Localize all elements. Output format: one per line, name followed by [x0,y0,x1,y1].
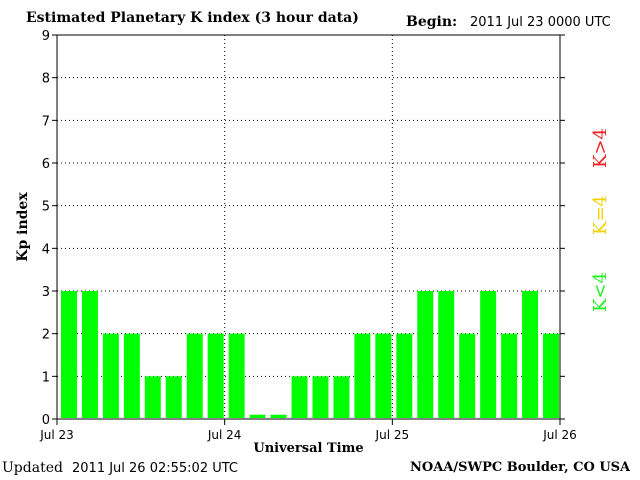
x-tick-label: Jul 24 [207,428,242,442]
y-tick-label: 5 [42,200,50,215]
kp-bar [459,333,476,418]
x-tick-label: Jul 23 [39,428,74,442]
chart-title: Estimated Planetary K index (3 hour data… [26,10,359,26]
kp-bar [354,333,371,418]
updated-label: Updated [2,460,63,476]
kp-bar [417,291,434,418]
kp-bar [522,291,539,418]
kp-bar [228,333,245,418]
kp-bar [375,333,392,418]
kp-bar [207,333,224,418]
y-tick-label: 4 [42,242,50,257]
kp-bar [291,376,308,418]
kp-bar [396,333,413,418]
kp-bar [123,333,140,418]
y-tick-label: 1 [42,370,50,385]
plot-frame [56,34,561,420]
kp-bar [501,333,518,418]
kp-bar [480,291,497,418]
kp-bar [144,376,161,418]
updated-value: 2011 Jul 26 02:55:02 UTC [72,461,238,476]
kp-bar [61,291,77,418]
kp-bar [102,333,119,418]
kp-bar [312,376,329,418]
credit-text: NOAA/SWPC Boulder, CO USA [410,460,631,475]
kp-bar [438,291,455,418]
legend-item: K<4 [590,272,611,312]
y-tick-label: 3 [42,285,50,300]
legend-item: K>4 [590,128,611,168]
kp-bar [270,414,287,418]
y-tick-label: 2 [42,328,50,343]
legend-item: K=4 [590,195,611,235]
kp-bar [543,333,559,418]
kp-bar [333,376,350,418]
begin-label: Begin: [406,14,458,30]
y-tick-label: 7 [42,114,50,129]
begin-value: 2011 Jul 23 0000 UTC [470,15,611,30]
y-axis-title: Kp index [15,192,31,262]
kp-bar [186,333,203,418]
kp-bar [249,414,266,418]
x-tick-label: Jul 25 [375,428,410,442]
x-axis-title: Universal Time [253,441,363,456]
x-tick-label: Jul 26 [542,428,577,442]
kp-bar [81,291,98,418]
y-tick-label: 9 [42,29,50,44]
kp-bar [165,376,182,418]
y-tick-label: 6 [42,157,50,172]
y-tick-label: 0 [42,413,50,428]
y-tick-label: 8 [42,72,50,87]
